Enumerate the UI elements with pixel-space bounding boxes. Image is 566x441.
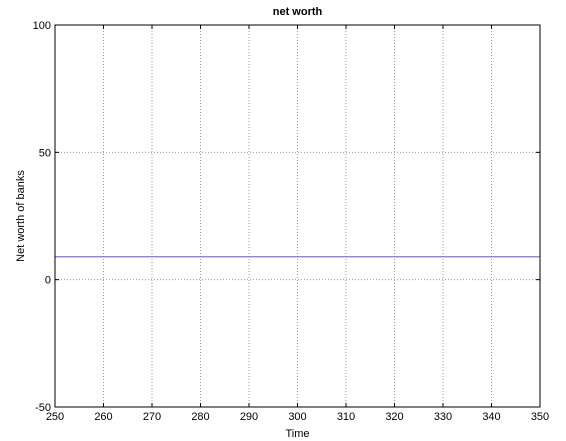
x-tick-label: 270 [143,411,161,423]
y-tick-label: 100 [33,20,51,32]
x-tick-label: 280 [191,411,209,423]
x-tick-label: 250 [46,411,64,423]
gridlines [55,25,540,407]
x-tick-label: 290 [240,411,258,423]
y-tick-label: 50 [39,147,51,159]
y-tick-label: 0 [45,275,51,287]
y-axis-label: Net worth of banks [15,170,27,262]
x-axis-label: Time [285,428,309,440]
x-tick-label: 340 [482,411,500,423]
x-tick-label: 300 [288,411,306,423]
x-tick-label: 260 [94,411,112,423]
x-tick-label: 320 [385,411,403,423]
tick-layer: 250 260 270 280 290 300 310 320 330 340 350 -50 0 50 1… [33,20,550,423]
x-tick-label: 310 [337,411,355,423]
x-tick-label: 350 [531,411,549,423]
y-tick-label: -50 [35,402,51,414]
x-tick-label: 330 [434,411,452,423]
chart-title: net worth [273,6,323,18]
